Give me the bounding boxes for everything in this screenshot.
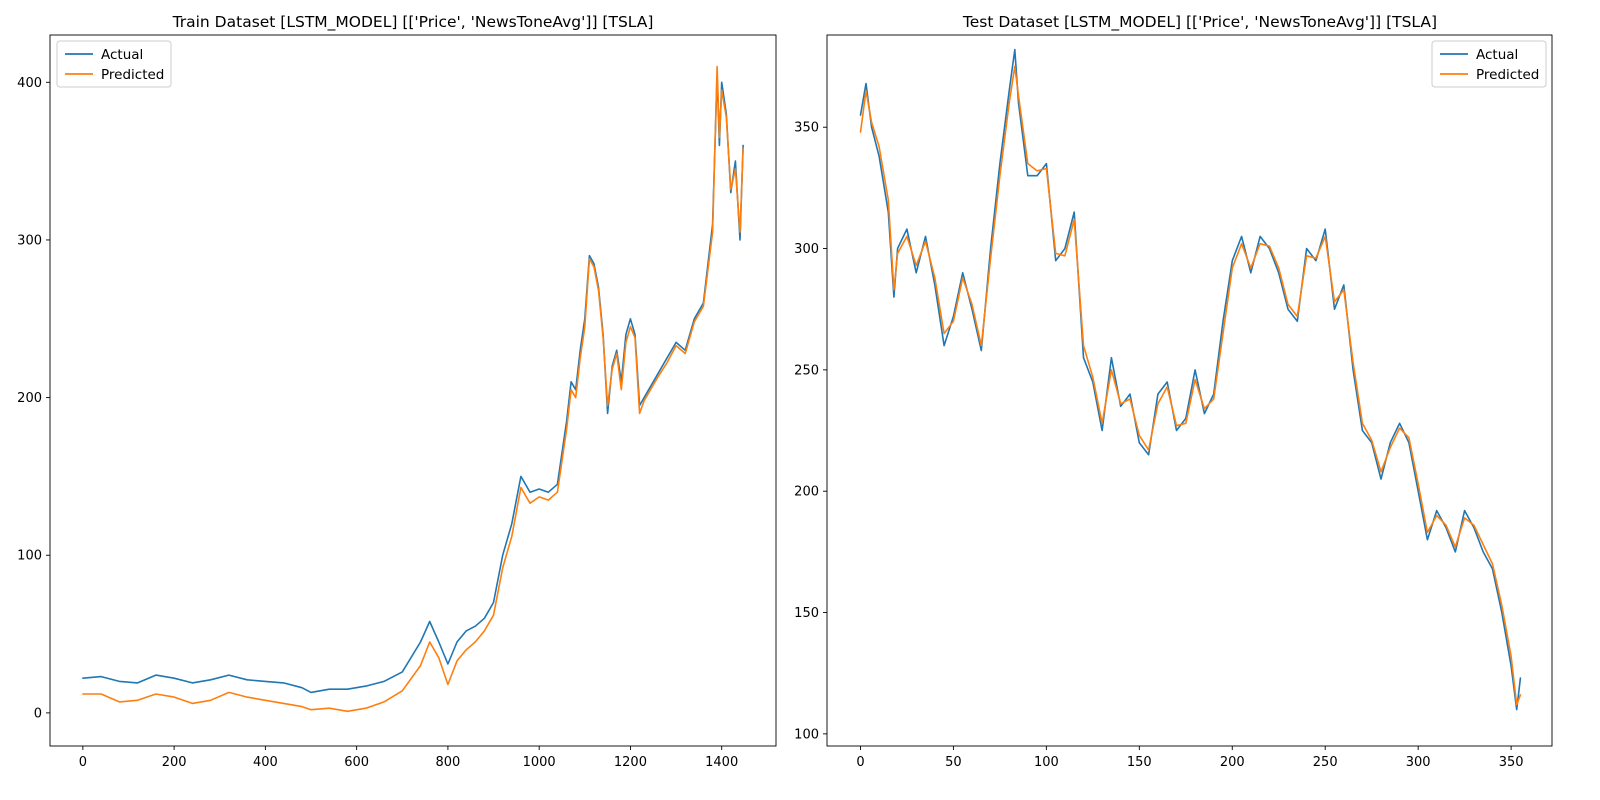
test-x-tick-label: 100 [1034,755,1059,770]
test-x-tick-label: 350 [1499,755,1524,770]
train-y-tick-label: 200 [17,391,42,406]
train-x-tick-label: 200 [162,755,187,770]
train-legend-label-predicted: Predicted [101,67,164,83]
test-y-tick-label: 100 [794,727,819,742]
test-x-tick-label: 150 [1127,755,1152,770]
test-y-tick-label: 150 [794,606,819,621]
test-x-tick-label: 0 [856,755,864,770]
train-axes-frame [49,34,777,747]
test-legend-label-predicted: Predicted [1476,67,1539,83]
test-legend: Actual Predicted [1431,40,1547,88]
train-series-actual-line [82,73,744,694]
train-x-tick-label: 0 [79,755,87,770]
train-series-predicted-line [82,65,744,713]
train-chart-title: Train Dataset [LSTM_MODEL] [['Price', 'N… [172,13,654,32]
test-y-tick-label: 250 [794,363,819,378]
test-legend-label-actual: Actual [1476,47,1518,63]
train-x-tick-label: 400 [253,755,278,770]
test-y-tick-label: 200 [794,485,819,500]
train-legend-label-actual: Actual [101,47,143,63]
train-x-tick-label: 1000 [523,755,556,770]
train-y-tick-label: 400 [17,76,42,91]
test-series-actual-line [859,48,1522,711]
test-axes-frame [826,34,1553,747]
test-legend-box [1431,40,1547,88]
test-x-tick-label: 300 [1406,755,1431,770]
train-chart: Train Dataset [LSTM_MODEL] [['Price', 'N… [17,13,777,770]
train-x-tick-label: 1400 [705,755,738,770]
test-y-tick-label: 350 [794,121,819,136]
test-chart-title: Test Dataset [LSTM_MODEL] [['Price', 'Ne… [962,13,1437,32]
train-legend: Actual Predicted [56,40,172,88]
train-x-tick-label: 600 [344,755,369,770]
test-x-tick-label: 250 [1313,755,1338,770]
test-x-tick-label: 200 [1220,755,1245,770]
train-y-tick-label: 0 [34,706,42,721]
test-chart: Test Dataset [LSTM_MODEL] [['Price', 'Ne… [794,13,1553,770]
train-x-tick-label: 1200 [614,755,647,770]
train-y-tick-label: 300 [17,233,42,248]
test-y-tick-label: 300 [794,242,819,257]
train-y-tick-label: 100 [17,549,42,564]
test-series-predicted-line [859,65,1522,706]
train-legend-box [56,40,172,88]
test-x-tick-label: 50 [945,755,962,770]
train-x-tick-label: 800 [435,755,460,770]
